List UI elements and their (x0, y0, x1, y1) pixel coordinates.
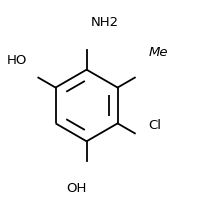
Text: OH: OH (66, 182, 86, 195)
Text: HO: HO (7, 54, 27, 67)
Text: Me: Me (147, 46, 167, 59)
Text: Cl: Cl (147, 119, 161, 132)
Text: NH2: NH2 (90, 16, 118, 29)
